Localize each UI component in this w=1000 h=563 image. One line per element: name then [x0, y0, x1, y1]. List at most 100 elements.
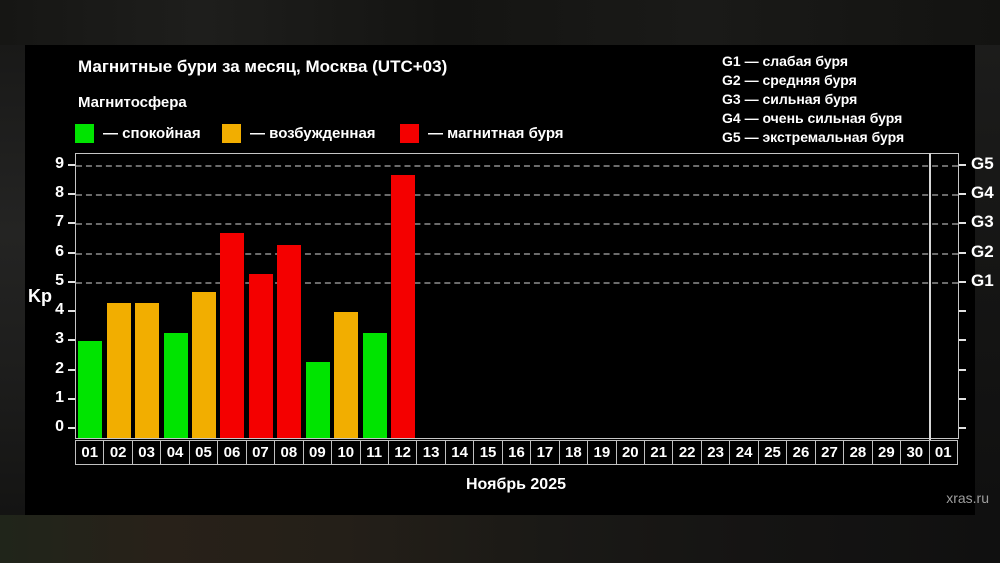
day-label-07: 07: [245, 440, 276, 465]
storm-scale-item-g5: G5 — экстремальная буря: [722, 129, 905, 145]
y-tick-left: [68, 193, 75, 196]
day-label-09: 09: [302, 440, 333, 465]
gridline-kp7: [76, 223, 958, 226]
y-tick-right: [959, 164, 966, 166]
kp-bar-day-07: [248, 274, 273, 438]
kp-bar-day-09: [305, 361, 330, 438]
y-tick-label: 9: [55, 155, 64, 172]
day-label-22: 22: [672, 440, 702, 465]
day-label-18: 18: [558, 440, 589, 465]
y-tick-right: [959, 339, 966, 342]
y-tick-label: 0: [55, 418, 64, 435]
gridline-kp6: [76, 252, 958, 255]
y-tick-right: [959, 310, 966, 313]
day-label-28: 28: [843, 440, 873, 465]
unsettled-swatch-icon: [222, 123, 241, 143]
chart-title: Магнитные бури за месяц, Москва (UTC+03): [78, 57, 448, 76]
y-axis-title: Kp: [28, 286, 52, 306]
y-tick-label: 2: [55, 359, 64, 377]
kp-bar-day-08: [277, 244, 302, 438]
day-label-20: 20: [615, 440, 646, 465]
y-tick-right: [959, 222, 966, 225]
y-tick-left: [68, 397, 75, 400]
day-label-05: 05: [188, 440, 219, 465]
day-label-17: 17: [530, 440, 560, 465]
watermark: xras.ru: [946, 490, 989, 506]
y-tick-label: 4: [55, 301, 64, 319]
legend-label: — спокойная: [103, 124, 201, 142]
day-label-04: 04: [160, 440, 190, 465]
gridline-kp5: [76, 281, 958, 284]
y-tick-left: [68, 368, 75, 371]
day-label-30: 30: [900, 440, 930, 465]
day-label-23: 23: [700, 440, 731, 465]
y-tick-left: [68, 280, 75, 283]
day-label-14: 14: [444, 440, 475, 465]
y-tick-right: [959, 193, 966, 196]
blurred-edge-right: [975, 45, 1000, 515]
legend-item-quiet: — спокойная: [75, 122, 201, 144]
day-label-01-next-month: 01: [928, 440, 958, 465]
y-tick-left: [68, 222, 75, 225]
storm-scale-item-g3: G3 — сильная буря: [722, 91, 858, 107]
day-label-01: 01: [75, 440, 105, 465]
plot-area: [75, 153, 959, 439]
kp-bar-day-10: [334, 312, 359, 438]
day-label-11: 11: [359, 440, 389, 465]
day-label-25: 25: [757, 440, 788, 465]
storm-swatch-icon: [400, 123, 419, 143]
storm-scale-item-g1: G1 — слабая буря: [722, 53, 849, 69]
kp-bar-day-04: [163, 332, 188, 438]
day-label-16: 16: [501, 440, 532, 465]
y-tick-label: 1: [55, 388, 64, 406]
legend-label: — магнитная буря: [428, 124, 564, 142]
right-axis-label-g3: G3: [971, 212, 994, 232]
day-label-15: 15: [473, 440, 503, 465]
y-tick-right: [959, 251, 966, 254]
day-label-27: 27: [814, 440, 845, 465]
kp-bar-day-05: [192, 291, 217, 438]
day-label-02: 02: [103, 440, 133, 465]
right-axis-label-g1: G1: [971, 270, 994, 290]
kp-bar-day-11: [362, 332, 387, 438]
day-label-12: 12: [387, 440, 418, 465]
y-tick-right: [959, 280, 966, 283]
y-tick-left: [68, 339, 75, 342]
y-tick-label: 6: [55, 242, 64, 260]
storm-scale-legend: G1 — слабая буря G2 — средняя буря G3 — …: [722, 52, 904, 147]
y-tick-right: [959, 427, 966, 429]
storm-scale-item-g4: G4 — очень сильная буря: [722, 110, 903, 126]
day-label-08: 08: [274, 440, 304, 465]
right-axis-label-g4: G4: [971, 183, 994, 203]
y-tick-label: 8: [55, 184, 64, 202]
kp-bar-day-02: [106, 303, 131, 438]
kp-bar-day-06: [220, 233, 245, 438]
x-axis-title: Ноябрь 2025: [466, 476, 566, 493]
y-tick-label: 3: [55, 330, 64, 348]
legend-item-storm: — магнитная буря: [400, 122, 564, 144]
chart-panel: Магнитные бури за месяц, Москва (UTC+03)…: [25, 45, 994, 515]
quiet-swatch-icon: [75, 123, 94, 143]
y-tick-left: [68, 427, 75, 429]
day-label-29: 29: [871, 440, 902, 465]
chart-subtitle: Магнитосфера: [78, 94, 187, 111]
blurred-edge-top: [0, 0, 1000, 45]
kp-bar-day-01: [78, 341, 103, 438]
day-label-26: 26: [786, 440, 816, 465]
y-tick-right: [959, 397, 966, 400]
day-label-21: 21: [644, 440, 674, 465]
y-tick-left: [68, 310, 75, 313]
y-tick-left: [68, 164, 75, 166]
blurred-edge-left: [0, 45, 25, 515]
day-label-13: 13: [416, 440, 446, 465]
month-separator: [928, 153, 931, 465]
y-tick-label: 7: [55, 213, 64, 231]
right-axis-label-g5: G5: [971, 154, 994, 173]
day-label-06: 06: [217, 440, 247, 465]
right-axis-label-g2: G2: [971, 241, 994, 261]
legend-label: — возбужденная: [250, 124, 376, 142]
day-label-24: 24: [729, 440, 759, 465]
day-label-03: 03: [131, 440, 162, 465]
y-tick-label: 5: [55, 271, 64, 289]
